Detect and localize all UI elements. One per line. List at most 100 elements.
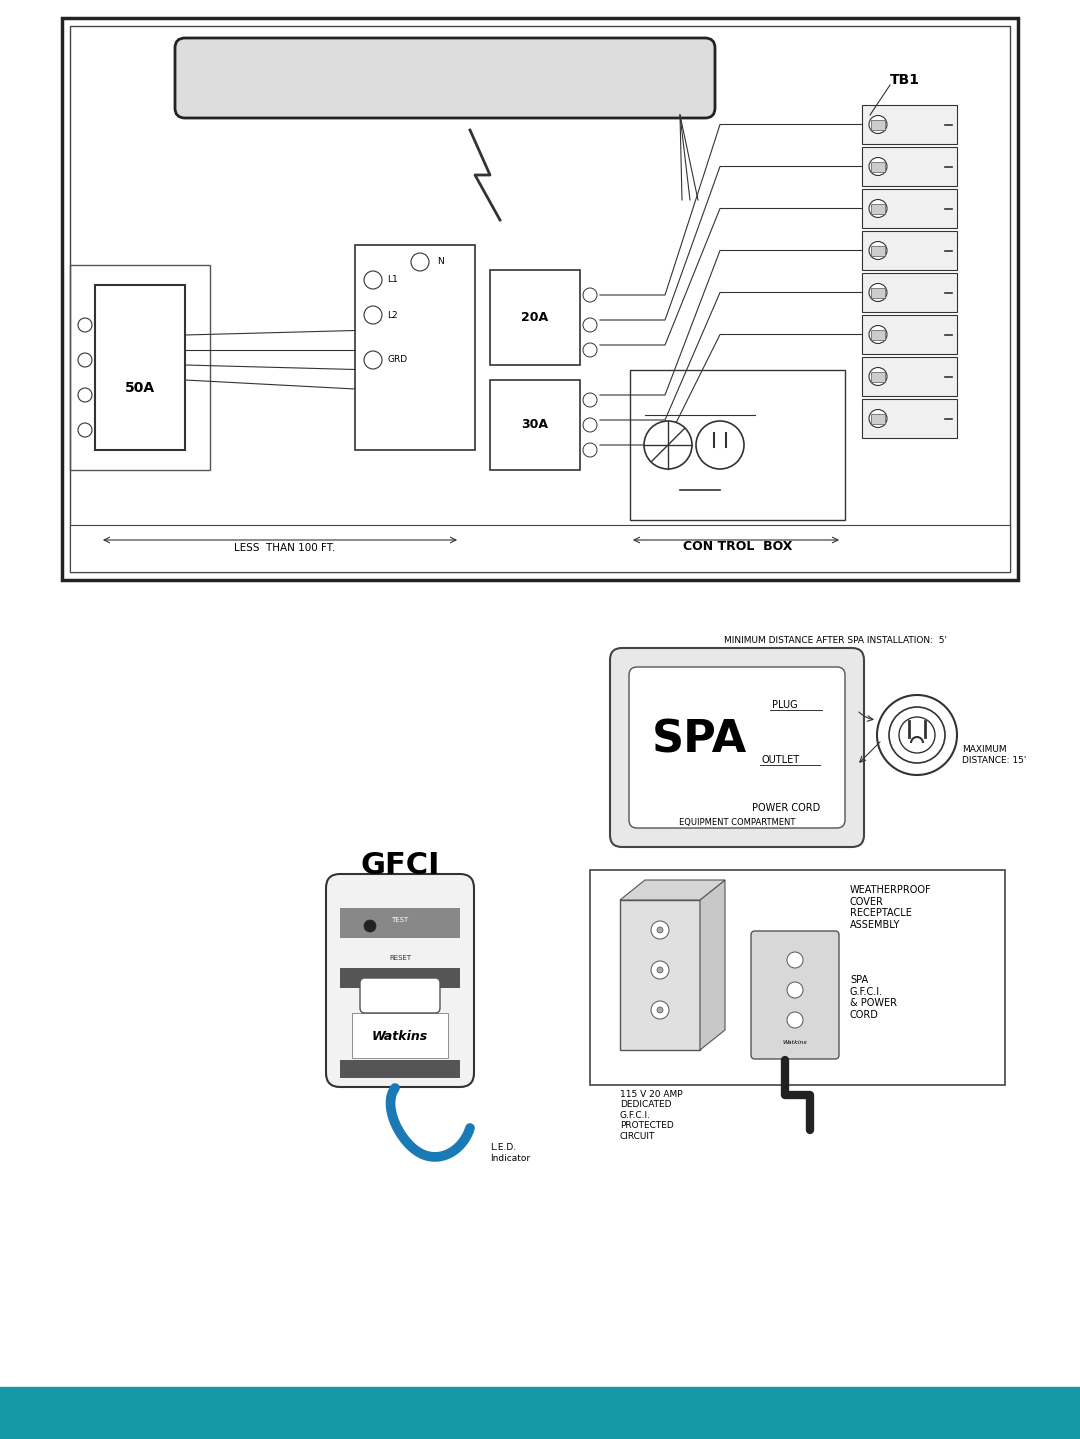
Circle shape <box>583 342 597 357</box>
Circle shape <box>411 253 429 271</box>
Bar <box>862 189 957 227</box>
Bar <box>862 147 957 186</box>
Circle shape <box>78 389 92 401</box>
Circle shape <box>657 927 663 932</box>
Bar <box>590 871 1005 1085</box>
FancyBboxPatch shape <box>629 668 845 827</box>
Circle shape <box>869 115 887 134</box>
Circle shape <box>78 353 92 367</box>
Circle shape <box>869 410 887 427</box>
Circle shape <box>364 271 382 289</box>
Text: 20A: 20A <box>522 311 549 324</box>
Bar <box>862 273 957 312</box>
Bar <box>862 105 957 144</box>
Text: MINIMUM DISTANCE AFTER SPA INSTALLATION:  5': MINIMUM DISTANCE AFTER SPA INSTALLATION:… <box>724 636 946 645</box>
FancyBboxPatch shape <box>175 37 715 118</box>
Text: TB1: TB1 <box>890 73 920 86</box>
Bar <box>870 203 885 213</box>
Circle shape <box>869 283 887 302</box>
Bar <box>490 271 580 366</box>
Bar <box>340 1061 460 1078</box>
Bar <box>0 1387 1080 1439</box>
Text: POWER CORD: POWER CORD <box>752 803 820 813</box>
Text: RESET: RESET <box>389 955 411 961</box>
Text: GRD: GRD <box>387 355 407 364</box>
Text: PLUG: PLUG <box>772 699 798 709</box>
Text: WEATHERPROOF
COVER
RECEPTACLE
ASSEMBLY: WEATHERPROOF COVER RECEPTACLE ASSEMBLY <box>850 885 932 930</box>
Circle shape <box>869 200 887 217</box>
Bar <box>620 899 700 1050</box>
Circle shape <box>583 417 597 432</box>
Bar <box>70 265 210 471</box>
Bar <box>870 413 885 423</box>
FancyBboxPatch shape <box>360 979 440 1013</box>
Bar <box>870 161 885 171</box>
Circle shape <box>364 351 382 368</box>
Bar <box>862 315 957 354</box>
Text: L2: L2 <box>387 311 397 319</box>
Bar <box>862 399 957 437</box>
Circle shape <box>869 157 887 176</box>
Bar <box>870 371 885 381</box>
Text: CON TROL  BOX: CON TROL BOX <box>683 540 793 553</box>
Bar <box>340 908 460 938</box>
Circle shape <box>869 367 887 386</box>
Circle shape <box>644 422 692 469</box>
Circle shape <box>583 393 597 407</box>
Circle shape <box>583 443 597 458</box>
Bar <box>862 232 957 271</box>
Text: GFCI: GFCI <box>361 850 440 881</box>
Text: 30A: 30A <box>522 419 549 432</box>
Bar <box>355 245 475 450</box>
Circle shape <box>78 423 92 437</box>
Circle shape <box>364 920 376 932</box>
Circle shape <box>651 1002 669 1019</box>
Circle shape <box>583 318 597 332</box>
Circle shape <box>657 967 663 973</box>
Circle shape <box>869 325 887 344</box>
Circle shape <box>869 242 887 259</box>
Bar <box>352 1013 448 1058</box>
Text: Watkins: Watkins <box>372 1029 428 1042</box>
Circle shape <box>657 1007 663 1013</box>
Circle shape <box>78 318 92 332</box>
Circle shape <box>583 288 597 302</box>
Bar <box>490 380 580 471</box>
Text: L.E.D.
Indicator: L.E.D. Indicator <box>490 1144 530 1163</box>
Circle shape <box>651 921 669 940</box>
Circle shape <box>651 961 669 979</box>
Text: LESS  THAN 100 FT.: LESS THAN 100 FT. <box>234 543 336 553</box>
Bar <box>870 288 885 298</box>
Text: SPA: SPA <box>652 718 747 761</box>
Polygon shape <box>700 881 725 1050</box>
Text: SPA
G.F.C.I.
& POWER
CORD: SPA G.F.C.I. & POWER CORD <box>850 976 897 1020</box>
Bar <box>70 525 1010 571</box>
Bar <box>870 330 885 340</box>
Text: MAXIMUM
DISTANCE: 15': MAXIMUM DISTANCE: 15' <box>962 745 1026 764</box>
Text: OUTLET: OUTLET <box>762 755 800 766</box>
Circle shape <box>787 981 804 999</box>
Bar <box>70 26 1010 571</box>
Bar <box>62 19 1018 580</box>
Bar <box>630 370 845 519</box>
Bar <box>870 246 885 256</box>
Circle shape <box>787 953 804 968</box>
FancyBboxPatch shape <box>610 648 864 848</box>
Circle shape <box>787 1012 804 1027</box>
Text: L1: L1 <box>387 275 397 285</box>
FancyBboxPatch shape <box>326 873 474 1086</box>
FancyBboxPatch shape <box>751 931 839 1059</box>
Text: Watkins: Watkins <box>783 1040 808 1046</box>
Text: 50A: 50A <box>125 380 156 394</box>
Bar <box>862 357 957 396</box>
Bar <box>870 119 885 130</box>
Bar <box>340 968 460 989</box>
Text: N: N <box>437 258 444 266</box>
Bar <box>95 285 185 450</box>
Circle shape <box>364 307 382 324</box>
Polygon shape <box>620 881 725 899</box>
Circle shape <box>696 422 744 469</box>
Text: TEST: TEST <box>391 917 408 922</box>
Text: EQUIPMENT COMPARTMENT: EQUIPMENT COMPARTMENT <box>679 817 795 827</box>
Text: 115 V 20 AMP
DEDICATED
G.F.C.I.
PROTECTED
CIRCUIT: 115 V 20 AMP DEDICATED G.F.C.I. PROTECTE… <box>620 1089 683 1141</box>
